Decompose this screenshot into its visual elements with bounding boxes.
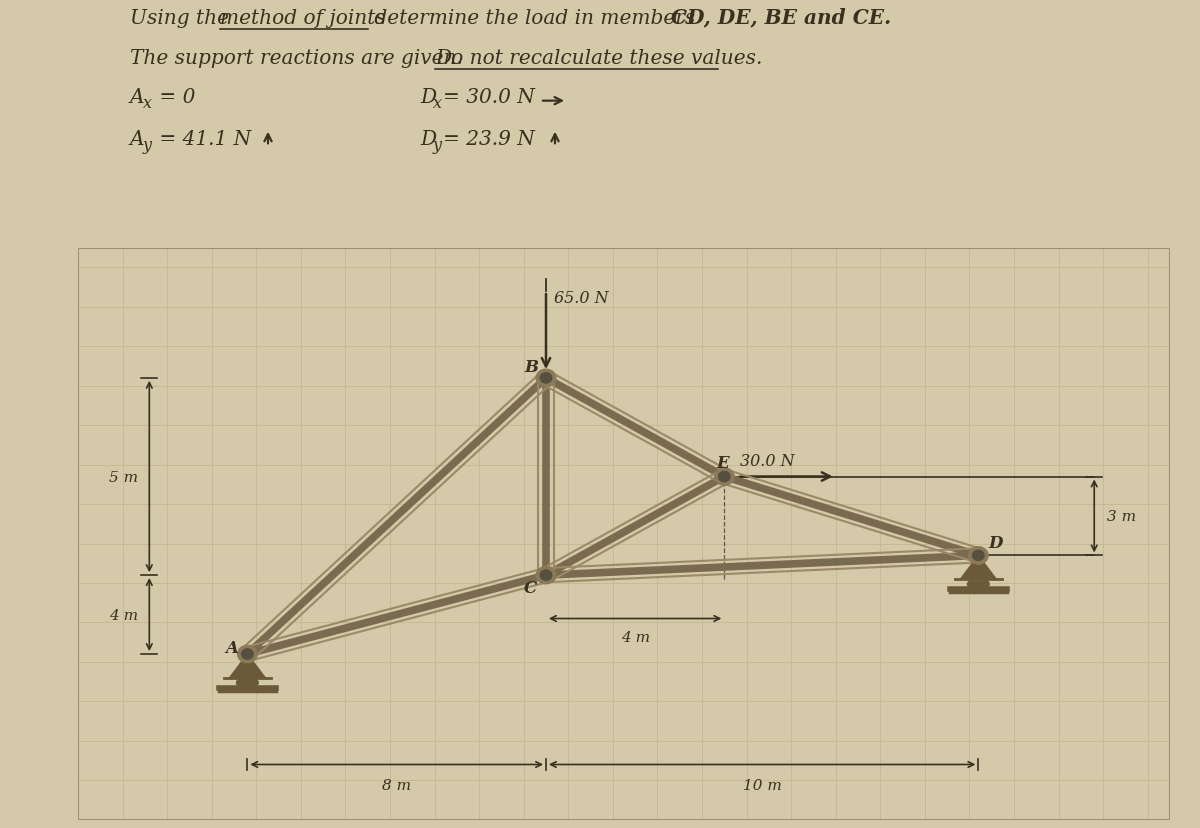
Circle shape (714, 469, 734, 485)
Text: determine the load in members: determine the load in members (368, 9, 702, 28)
Text: A: A (130, 130, 144, 149)
Text: CD, DE, BE and CE.: CD, DE, BE and CE. (671, 7, 892, 28)
Circle shape (982, 581, 989, 588)
Circle shape (536, 566, 556, 584)
Circle shape (972, 551, 984, 561)
Text: E: E (716, 454, 728, 471)
Circle shape (536, 370, 556, 388)
Circle shape (974, 581, 983, 588)
Circle shape (540, 373, 552, 383)
Text: 4 m: 4 m (109, 608, 138, 622)
Text: B: B (524, 359, 539, 375)
Text: 10 m: 10 m (743, 778, 781, 792)
Text: D: D (420, 130, 436, 149)
Circle shape (241, 649, 253, 659)
Text: D: D (988, 534, 1002, 551)
Text: A: A (226, 639, 238, 657)
Text: 3 m: 3 m (1106, 509, 1136, 523)
Text: 65.0 N: 65.0 N (554, 290, 608, 306)
Circle shape (968, 547, 988, 565)
Text: 30.0 N: 30.0 N (740, 453, 794, 469)
Circle shape (238, 646, 257, 663)
Text: D: D (420, 89, 436, 108)
Text: x: x (143, 95, 152, 113)
Polygon shape (229, 654, 265, 678)
Text: 4 m: 4 m (620, 631, 649, 644)
Text: = 0: = 0 (154, 89, 196, 108)
Polygon shape (960, 556, 996, 580)
Text: x: x (433, 95, 442, 113)
Text: The support reactions are given.: The support reactions are given. (130, 49, 475, 68)
Text: y: y (143, 137, 152, 154)
Text: Using the: Using the (130, 9, 235, 28)
Text: method of joints: method of joints (220, 9, 385, 28)
Circle shape (540, 570, 552, 580)
Circle shape (251, 680, 258, 686)
Text: A: A (130, 89, 144, 108)
Circle shape (244, 680, 251, 686)
Text: = 23.9 N: = 23.9 N (443, 130, 535, 149)
Text: = 30.0 N: = 30.0 N (443, 89, 535, 108)
Text: 8 m: 8 m (382, 778, 412, 792)
Text: Do not recalculate these values.: Do not recalculate these values. (436, 49, 762, 68)
Text: = 41.1 N: = 41.1 N (154, 130, 251, 149)
Circle shape (719, 472, 730, 482)
Text: 5 m: 5 m (109, 470, 138, 484)
Circle shape (236, 680, 245, 686)
Circle shape (967, 581, 976, 588)
Text: y: y (433, 137, 442, 154)
Text: C: C (523, 579, 536, 596)
